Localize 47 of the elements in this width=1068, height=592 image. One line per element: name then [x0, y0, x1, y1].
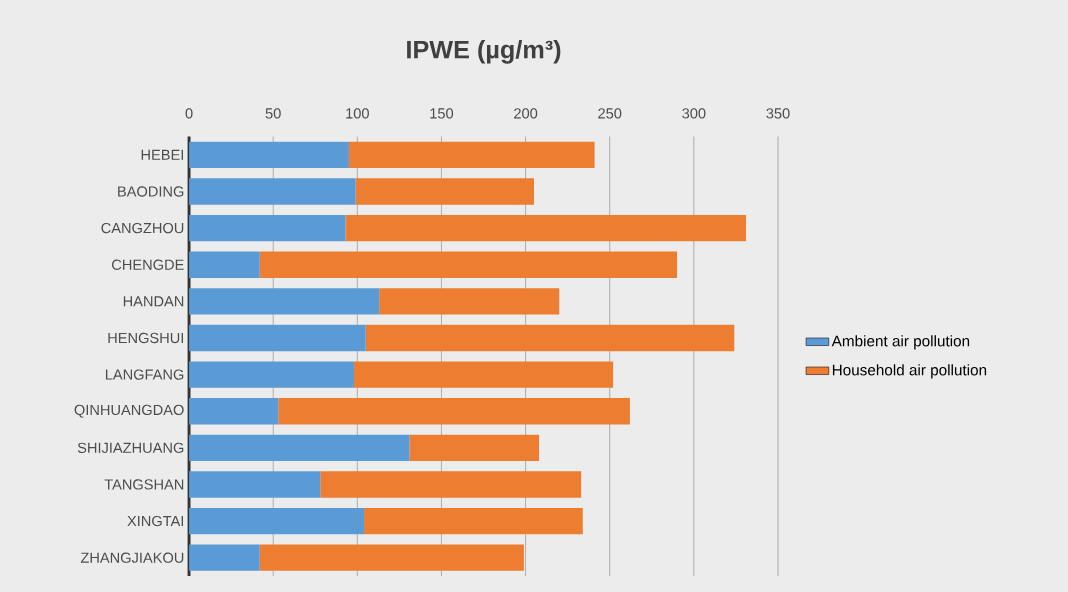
legend-label: Ambient air pollution [831, 335, 970, 350]
x-tick-label: 300 [682, 108, 706, 119]
y-tick-label: HENGSHUI [108, 332, 183, 344]
x-tick-label: 50 [265, 108, 281, 119]
bar [189, 178, 356, 205]
bar [189, 398, 279, 425]
chart-title: IPWE (µg/m³) [407, 40, 561, 64]
x-tick-label: 150 [430, 108, 454, 119]
bar [189, 141, 349, 169]
y-tick-label: BAODING [118, 186, 184, 197]
y-tick-label: HEBEI [141, 149, 184, 160]
y-tick-label: LANGFANG [105, 369, 184, 380]
bar [379, 288, 560, 315]
bar [189, 214, 346, 242]
y-tick-label: ZHANGJIAKOU [80, 552, 184, 563]
x-tick-label: 350 [766, 108, 790, 119]
x-tick-label: 250 [598, 108, 622, 119]
bar [189, 507, 365, 535]
y-tick-label: QINHUANGDAO [74, 404, 184, 418]
x-tick-label: 200 [514, 108, 538, 119]
bar [278, 398, 630, 425]
bar [189, 288, 380, 315]
y-tick-label: CHENGDE [112, 259, 184, 270]
x-tick-label: 0 [185, 108, 193, 119]
bar [355, 178, 535, 205]
bar [259, 544, 524, 571]
bar [320, 471, 582, 498]
bar [189, 544, 260, 571]
x-tick-label: 100 [346, 108, 369, 119]
bar [364, 507, 583, 535]
y-tick-label: XINGTAI [127, 515, 184, 527]
y-tick-label: CANGZHOU [101, 222, 184, 234]
bar [345, 214, 747, 242]
y-tick-label: TANGSHAN [104, 479, 184, 490]
bar [189, 471, 321, 498]
y-tick-label: HANDAN [123, 296, 184, 307]
bar [189, 434, 410, 462]
y-tick-label: SHIJIAZHUANG [77, 442, 184, 454]
bar [259, 251, 678, 278]
bar [189, 361, 354, 388]
bar [353, 361, 614, 388]
bar [189, 251, 260, 278]
bar [365, 324, 735, 352]
bar [348, 141, 595, 169]
bar [189, 324, 366, 352]
bar [409, 434, 540, 462]
legend-label: Household air pollution [832, 364, 987, 379]
